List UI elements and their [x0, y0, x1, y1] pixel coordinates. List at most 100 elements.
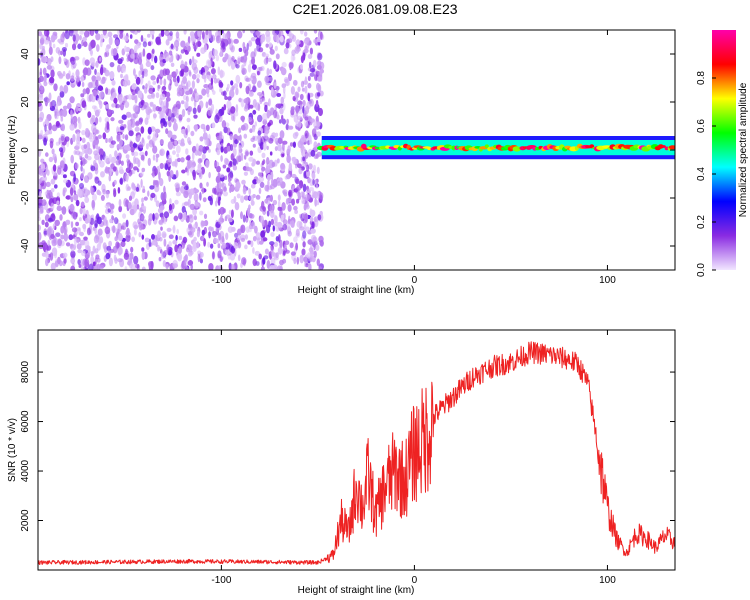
heatmap-cell	[176, 91, 182, 97]
heatmap-cell	[111, 103, 116, 108]
heatmap-cell	[252, 258, 257, 267]
heatmap-cell	[135, 186, 140, 192]
heatmap-cell	[154, 55, 158, 64]
heatmap-cell	[244, 234, 248, 240]
heatmap-cell	[129, 254, 133, 264]
heatmap-cell	[277, 137, 283, 145]
heatmap-cell	[124, 35, 129, 42]
heatmap-cell	[136, 204, 140, 210]
heatmap-cell	[129, 34, 133, 39]
heatmap-cell	[226, 167, 231, 173]
heatmap-cell	[316, 75, 322, 82]
heatmap-cell	[133, 255, 139, 265]
heatmap-cell	[237, 135, 240, 141]
heatmap-cell	[44, 56, 48, 63]
heatmap-cell	[141, 137, 145, 144]
heatmap-cell	[194, 125, 198, 132]
heatmap-cell	[172, 239, 178, 245]
heatmap-cell	[249, 128, 253, 133]
heatmap-cell	[288, 61, 294, 69]
heatmap-cell	[241, 257, 247, 265]
heatmap-cell	[94, 248, 99, 254]
heatmap-cell	[235, 104, 239, 113]
heatmap-cell	[60, 50, 63, 56]
heatmap-cell	[114, 217, 119, 225]
heatmap-cell	[272, 178, 278, 188]
y-tick-label: 2000	[20, 509, 31, 532]
heatmap-cell	[319, 90, 324, 97]
heatmap-cell	[251, 64, 257, 70]
heatmap-cell	[109, 203, 115, 210]
heatmap-cell	[195, 73, 201, 79]
heatmap-cell	[52, 223, 56, 230]
heatmap-cell	[235, 181, 241, 190]
heatmap-cell	[53, 83, 58, 92]
heatmap-cell	[90, 39, 96, 49]
heatmap-cell	[290, 251, 296, 256]
heatmap-cell	[213, 187, 217, 195]
heatmap-cell	[306, 164, 310, 172]
heatmap-cell	[281, 61, 287, 68]
heatmap-cell	[270, 232, 275, 237]
heatmap-cell	[106, 245, 112, 251]
heatmap-cell	[118, 232, 123, 242]
heatmap-cell	[312, 59, 317, 68]
heatmap-cell	[278, 119, 282, 124]
heatmap-cell	[44, 74, 47, 83]
heatmap-cell	[218, 232, 222, 241]
heatmap-cell	[104, 226, 111, 235]
heatmap-cell	[111, 216, 115, 221]
heatmap-cell	[43, 137, 47, 146]
heatmap-cell	[193, 215, 197, 221]
heatmap-cell	[269, 264, 275, 270]
heatmap-cell	[187, 260, 194, 266]
heatmap-cell	[152, 135, 156, 144]
heatmap-cell	[264, 248, 269, 255]
heatmap-cell	[135, 263, 140, 269]
heatmap-cell	[210, 77, 214, 86]
heatmap-cell	[150, 75, 156, 81]
heatmap-cell	[313, 241, 316, 251]
heatmap-cell	[96, 44, 100, 52]
heatmap-cell	[138, 231, 142, 238]
heatmap-cell	[160, 122, 164, 129]
heatmap-cell	[130, 49, 134, 55]
heatmap-cell	[105, 87, 109, 95]
heatmap-cell	[47, 226, 52, 236]
heatmap-cell	[258, 240, 264, 245]
heatmap-cell	[117, 187, 121, 194]
heatmap-cell	[277, 194, 281, 201]
heatmap-cell	[219, 69, 224, 79]
heatmap-cell	[294, 209, 298, 214]
heatmap-cell	[73, 173, 76, 183]
snr-series-line	[38, 341, 675, 565]
heatmap-cell	[80, 172, 85, 180]
heatmap-cell	[246, 207, 250, 217]
heatmap-cell	[140, 126, 145, 134]
heatmap-cell	[302, 106, 305, 114]
heatmap-cell	[148, 262, 151, 267]
heatmap-cell	[132, 112, 138, 119]
heatmap-cell	[307, 75, 311, 82]
heatmap-cell	[141, 234, 145, 240]
heatmap-cell	[185, 82, 189, 90]
heatmap-cell	[99, 91, 105, 98]
heatmap-cell	[221, 91, 226, 96]
heatmap-cell	[303, 203, 307, 211]
heatmap-cell	[152, 213, 155, 222]
heatmap-cell	[208, 51, 212, 60]
heatmap-cell	[90, 49, 93, 57]
heatmap-cell	[269, 241, 275, 246]
heatmap-cell	[86, 214, 92, 224]
heatmap-cell	[263, 130, 268, 140]
heatmap-cell	[205, 59, 212, 68]
heatmap-cell	[175, 68, 179, 75]
heatmap-cell	[108, 36, 113, 46]
heatmap-cell	[97, 85, 104, 91]
heatmap-cell	[307, 53, 313, 60]
heatmap-cell	[70, 56, 76, 65]
heatmap-cell	[84, 258, 90, 268]
heatmap-cell	[174, 244, 178, 253]
heatmap-cell	[201, 88, 207, 96]
heatmap-cell	[276, 35, 280, 44]
